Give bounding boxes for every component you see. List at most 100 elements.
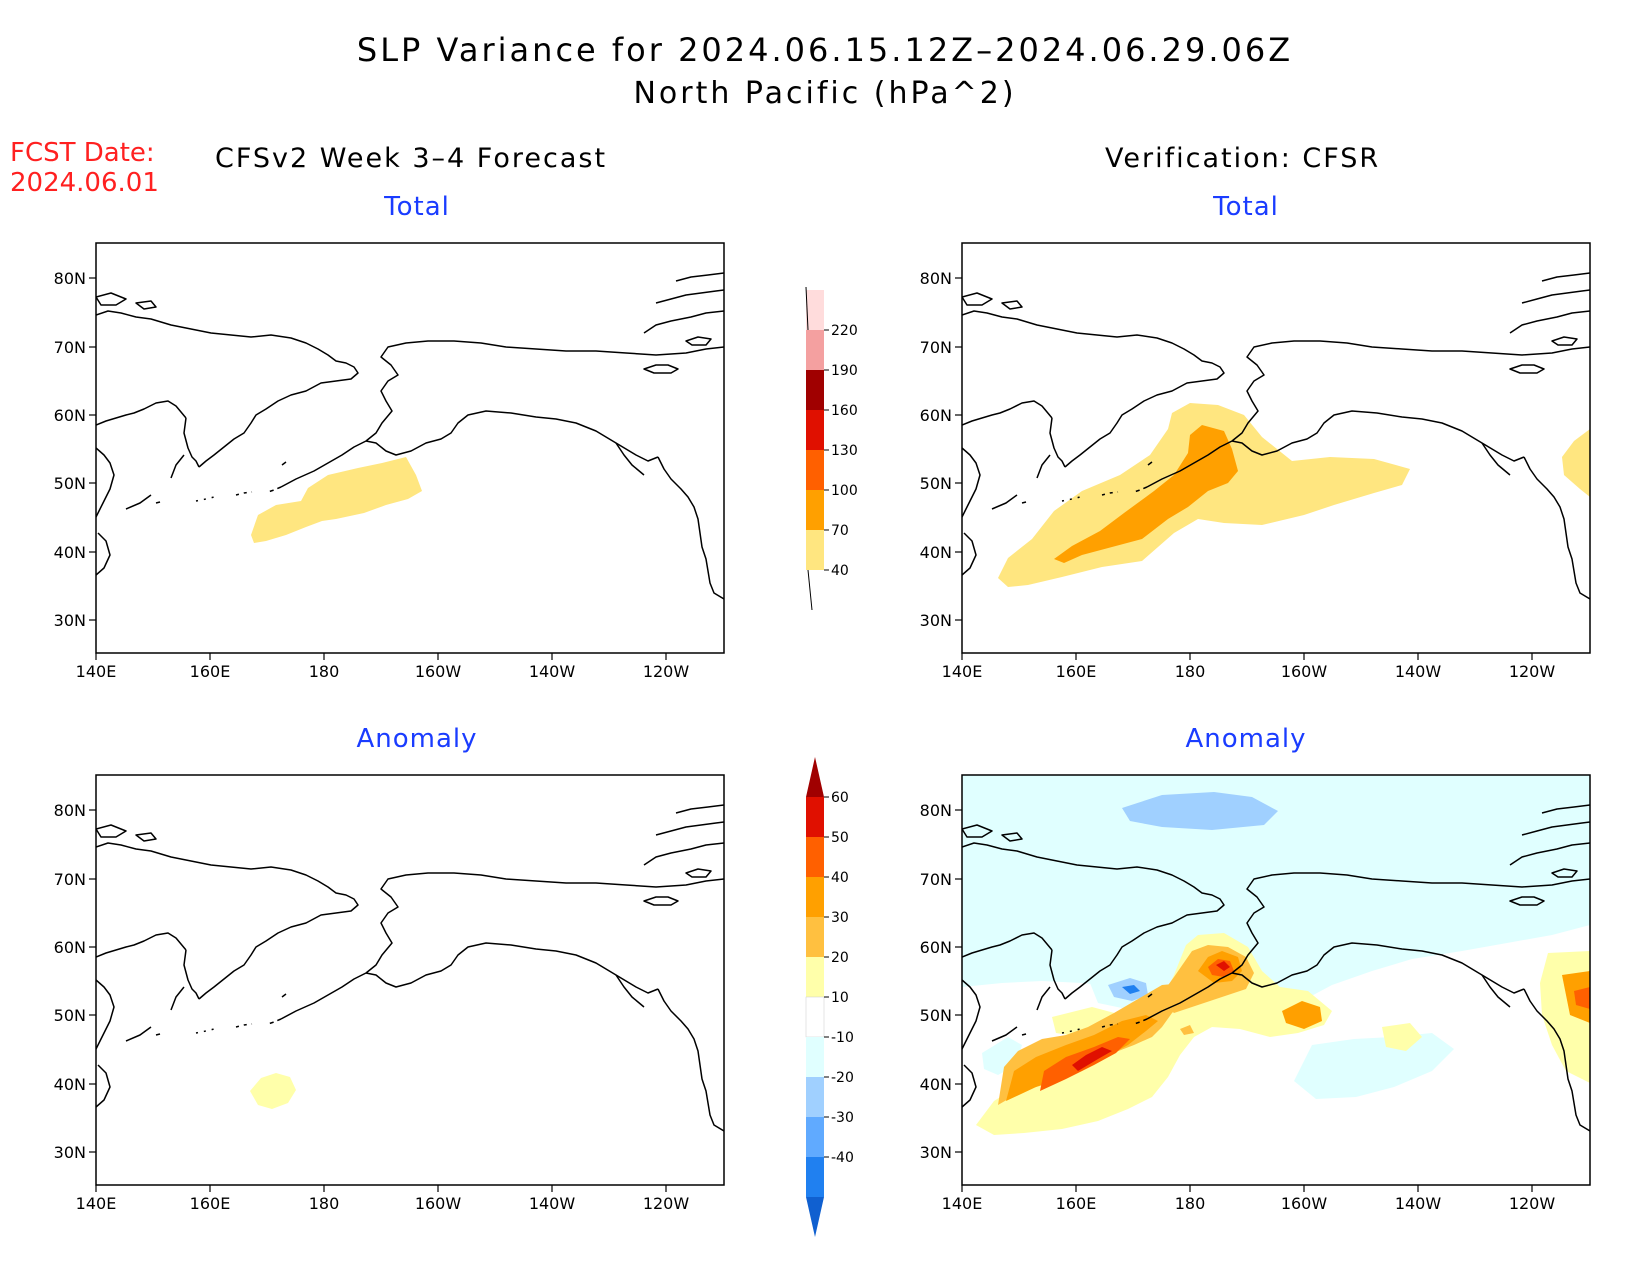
colorbar-anomaly-min-arrow bbox=[806, 1197, 824, 1237]
lat-tick-label: 70N bbox=[920, 870, 952, 889]
colorbar-anomaly-label: 60 bbox=[831, 790, 849, 806]
lat-tick-label: 50N bbox=[920, 1006, 952, 1025]
colorbar-total-label: 70 bbox=[831, 523, 849, 539]
lon-tick-label: 140W bbox=[1395, 662, 1442, 681]
lat-tick-label: 30N bbox=[920, 611, 952, 630]
lon-tick-label: 140W bbox=[1395, 1194, 1442, 1213]
colorbar-total-label: 220 bbox=[831, 323, 858, 339]
colorbar-total-swatch bbox=[806, 530, 824, 570]
colorbar-total-label: 100 bbox=[831, 483, 858, 499]
colorbar-total-label: 40 bbox=[831, 563, 849, 579]
colorbar-total-swatch bbox=[806, 410, 824, 450]
lon-tick-label: 160E bbox=[190, 662, 231, 681]
panel-title-verification-total: Total bbox=[1213, 192, 1279, 222]
lat-tick-label: 30N bbox=[54, 1143, 86, 1162]
colorbar-total: 40 70 100 130 160 190 220 bbox=[805, 286, 858, 611]
colorbar-anomaly-swatch bbox=[806, 797, 824, 837]
lon-tick-label: 120W bbox=[1509, 1194, 1556, 1213]
lon-tick-label: 180 bbox=[1175, 1194, 1206, 1213]
colorbar-anomaly-label: 40 bbox=[831, 870, 849, 886]
colorbar-anomaly-swatch bbox=[806, 917, 824, 957]
lon-tick-label: 140W bbox=[529, 662, 576, 681]
map-panel-forecast-anomaly bbox=[95, 774, 725, 1186]
lon-tick-label: 160W bbox=[1281, 662, 1328, 681]
map-panel-verification-total bbox=[961, 242, 1591, 654]
colorbar-anomaly-swatch bbox=[806, 877, 824, 917]
lon-tick-label: 140E bbox=[942, 1194, 983, 1213]
panel-title-forecast-anomaly: Anomaly bbox=[356, 724, 478, 754]
colorbar-total-label: 160 bbox=[831, 403, 858, 419]
colorbar-anomaly-swatch bbox=[806, 1157, 824, 1197]
lat-tick-label: 30N bbox=[920, 1143, 952, 1162]
lat-tick-label: 60N bbox=[54, 938, 86, 957]
colorbar-anomaly-swatch bbox=[806, 957, 824, 997]
colorbar-anomaly-max-arrow bbox=[806, 757, 824, 797]
lon-tick-label: 160E bbox=[1056, 1194, 1097, 1213]
colorbar-total-swatch bbox=[806, 330, 824, 370]
lon-tick-label: 180 bbox=[309, 662, 340, 681]
map-panel-forecast-total bbox=[95, 242, 725, 654]
colorbar-total-swatch bbox=[806, 370, 824, 410]
colorbar-anomaly-swatch bbox=[806, 1037, 824, 1077]
lat-tick-label: 60N bbox=[54, 406, 86, 425]
lat-tick-label: 50N bbox=[54, 1006, 86, 1025]
colorbar-anomaly-label: 30 bbox=[831, 910, 849, 926]
colorbar-anomaly-label: -40 bbox=[831, 1150, 854, 1166]
main-subtitle: North Pacific (hPa^2) bbox=[633, 76, 1017, 111]
lat-tick-label: 40N bbox=[54, 543, 86, 562]
lat-tick-label: 40N bbox=[920, 1075, 952, 1094]
colorbar-anomaly-label: -10 bbox=[831, 1030, 854, 1046]
lat-tick-label: 80N bbox=[54, 801, 86, 820]
lon-tick-label: 180 bbox=[309, 1194, 340, 1213]
colorbar-anomaly-swatch bbox=[805, 996, 825, 1038]
forecast-column-title: CFSv2 Week 3–4 Forecast bbox=[215, 143, 608, 174]
colorbar-total-label: 190 bbox=[831, 363, 858, 379]
panel-title-verification-anomaly: Anomaly bbox=[1185, 724, 1307, 754]
lon-tick-label: 140E bbox=[76, 1194, 117, 1213]
colorbar-anomaly-swatch bbox=[806, 1117, 824, 1157]
panel-title-forecast-total: Total bbox=[384, 192, 450, 222]
lat-tick-label: 50N bbox=[920, 474, 952, 493]
lat-tick-label: 70N bbox=[54, 338, 86, 357]
lon-tick-label: 160E bbox=[190, 1194, 231, 1213]
colorbar-anomaly: 60 50 40 30 20 10 -10 -20 -30 -40 bbox=[805, 757, 854, 1237]
lat-tick-label: 30N bbox=[54, 611, 86, 630]
lon-tick-label: 140E bbox=[942, 662, 983, 681]
map-panel-verification-anomaly bbox=[961, 774, 1591, 1186]
forecast-date-value: 2024.06.01 bbox=[10, 168, 159, 198]
forecast-date-label: FCST Date: bbox=[10, 138, 155, 168]
colorbar-anomaly-swatch bbox=[806, 1077, 824, 1117]
lon-tick-label: 160W bbox=[415, 1194, 462, 1213]
lat-tick-label: 40N bbox=[54, 1075, 86, 1094]
colorbar-total-label: 130 bbox=[831, 443, 858, 459]
lat-tick-label: 80N bbox=[920, 801, 952, 820]
lon-tick-label: 120W bbox=[643, 662, 690, 681]
lon-tick-label: 160W bbox=[1281, 1194, 1328, 1213]
lat-tick-label: 50N bbox=[54, 474, 86, 493]
lon-tick-label: 180 bbox=[1175, 662, 1206, 681]
lon-tick-label: 140W bbox=[529, 1194, 576, 1213]
lat-tick-label: 80N bbox=[920, 269, 952, 288]
colorbar-anomaly-label: -20 bbox=[831, 1070, 854, 1086]
lat-tick-label: 60N bbox=[920, 406, 952, 425]
colorbar-total-swatch bbox=[806, 490, 824, 530]
lat-tick-label: 70N bbox=[920, 338, 952, 357]
main-title: SLP Variance for 2024.06.15.12Z–2024.06.… bbox=[356, 31, 1294, 69]
lon-tick-label: 160W bbox=[415, 662, 462, 681]
lon-tick-label: 120W bbox=[643, 1194, 690, 1213]
lon-tick-label: 120W bbox=[1509, 662, 1556, 681]
colorbar-total-swatch bbox=[806, 290, 824, 330]
lat-tick-label: 80N bbox=[54, 269, 86, 288]
colorbar-anomaly-label: 50 bbox=[831, 830, 849, 846]
lat-tick-label: 60N bbox=[920, 938, 952, 957]
lon-tick-label: 140E bbox=[76, 662, 117, 681]
lon-tick-label: 160E bbox=[1056, 662, 1097, 681]
colorbar-anomaly-swatch bbox=[806, 837, 824, 877]
lat-tick-label: 40N bbox=[920, 543, 952, 562]
colorbar-anomaly-label: -30 bbox=[831, 1110, 854, 1126]
colorbar-anomaly-label: 10 bbox=[831, 990, 849, 1006]
colorbar-total-swatch bbox=[806, 450, 824, 490]
lat-tick-label: 70N bbox=[54, 870, 86, 889]
verification-column-title: Verification: CFSR bbox=[1105, 143, 1381, 174]
